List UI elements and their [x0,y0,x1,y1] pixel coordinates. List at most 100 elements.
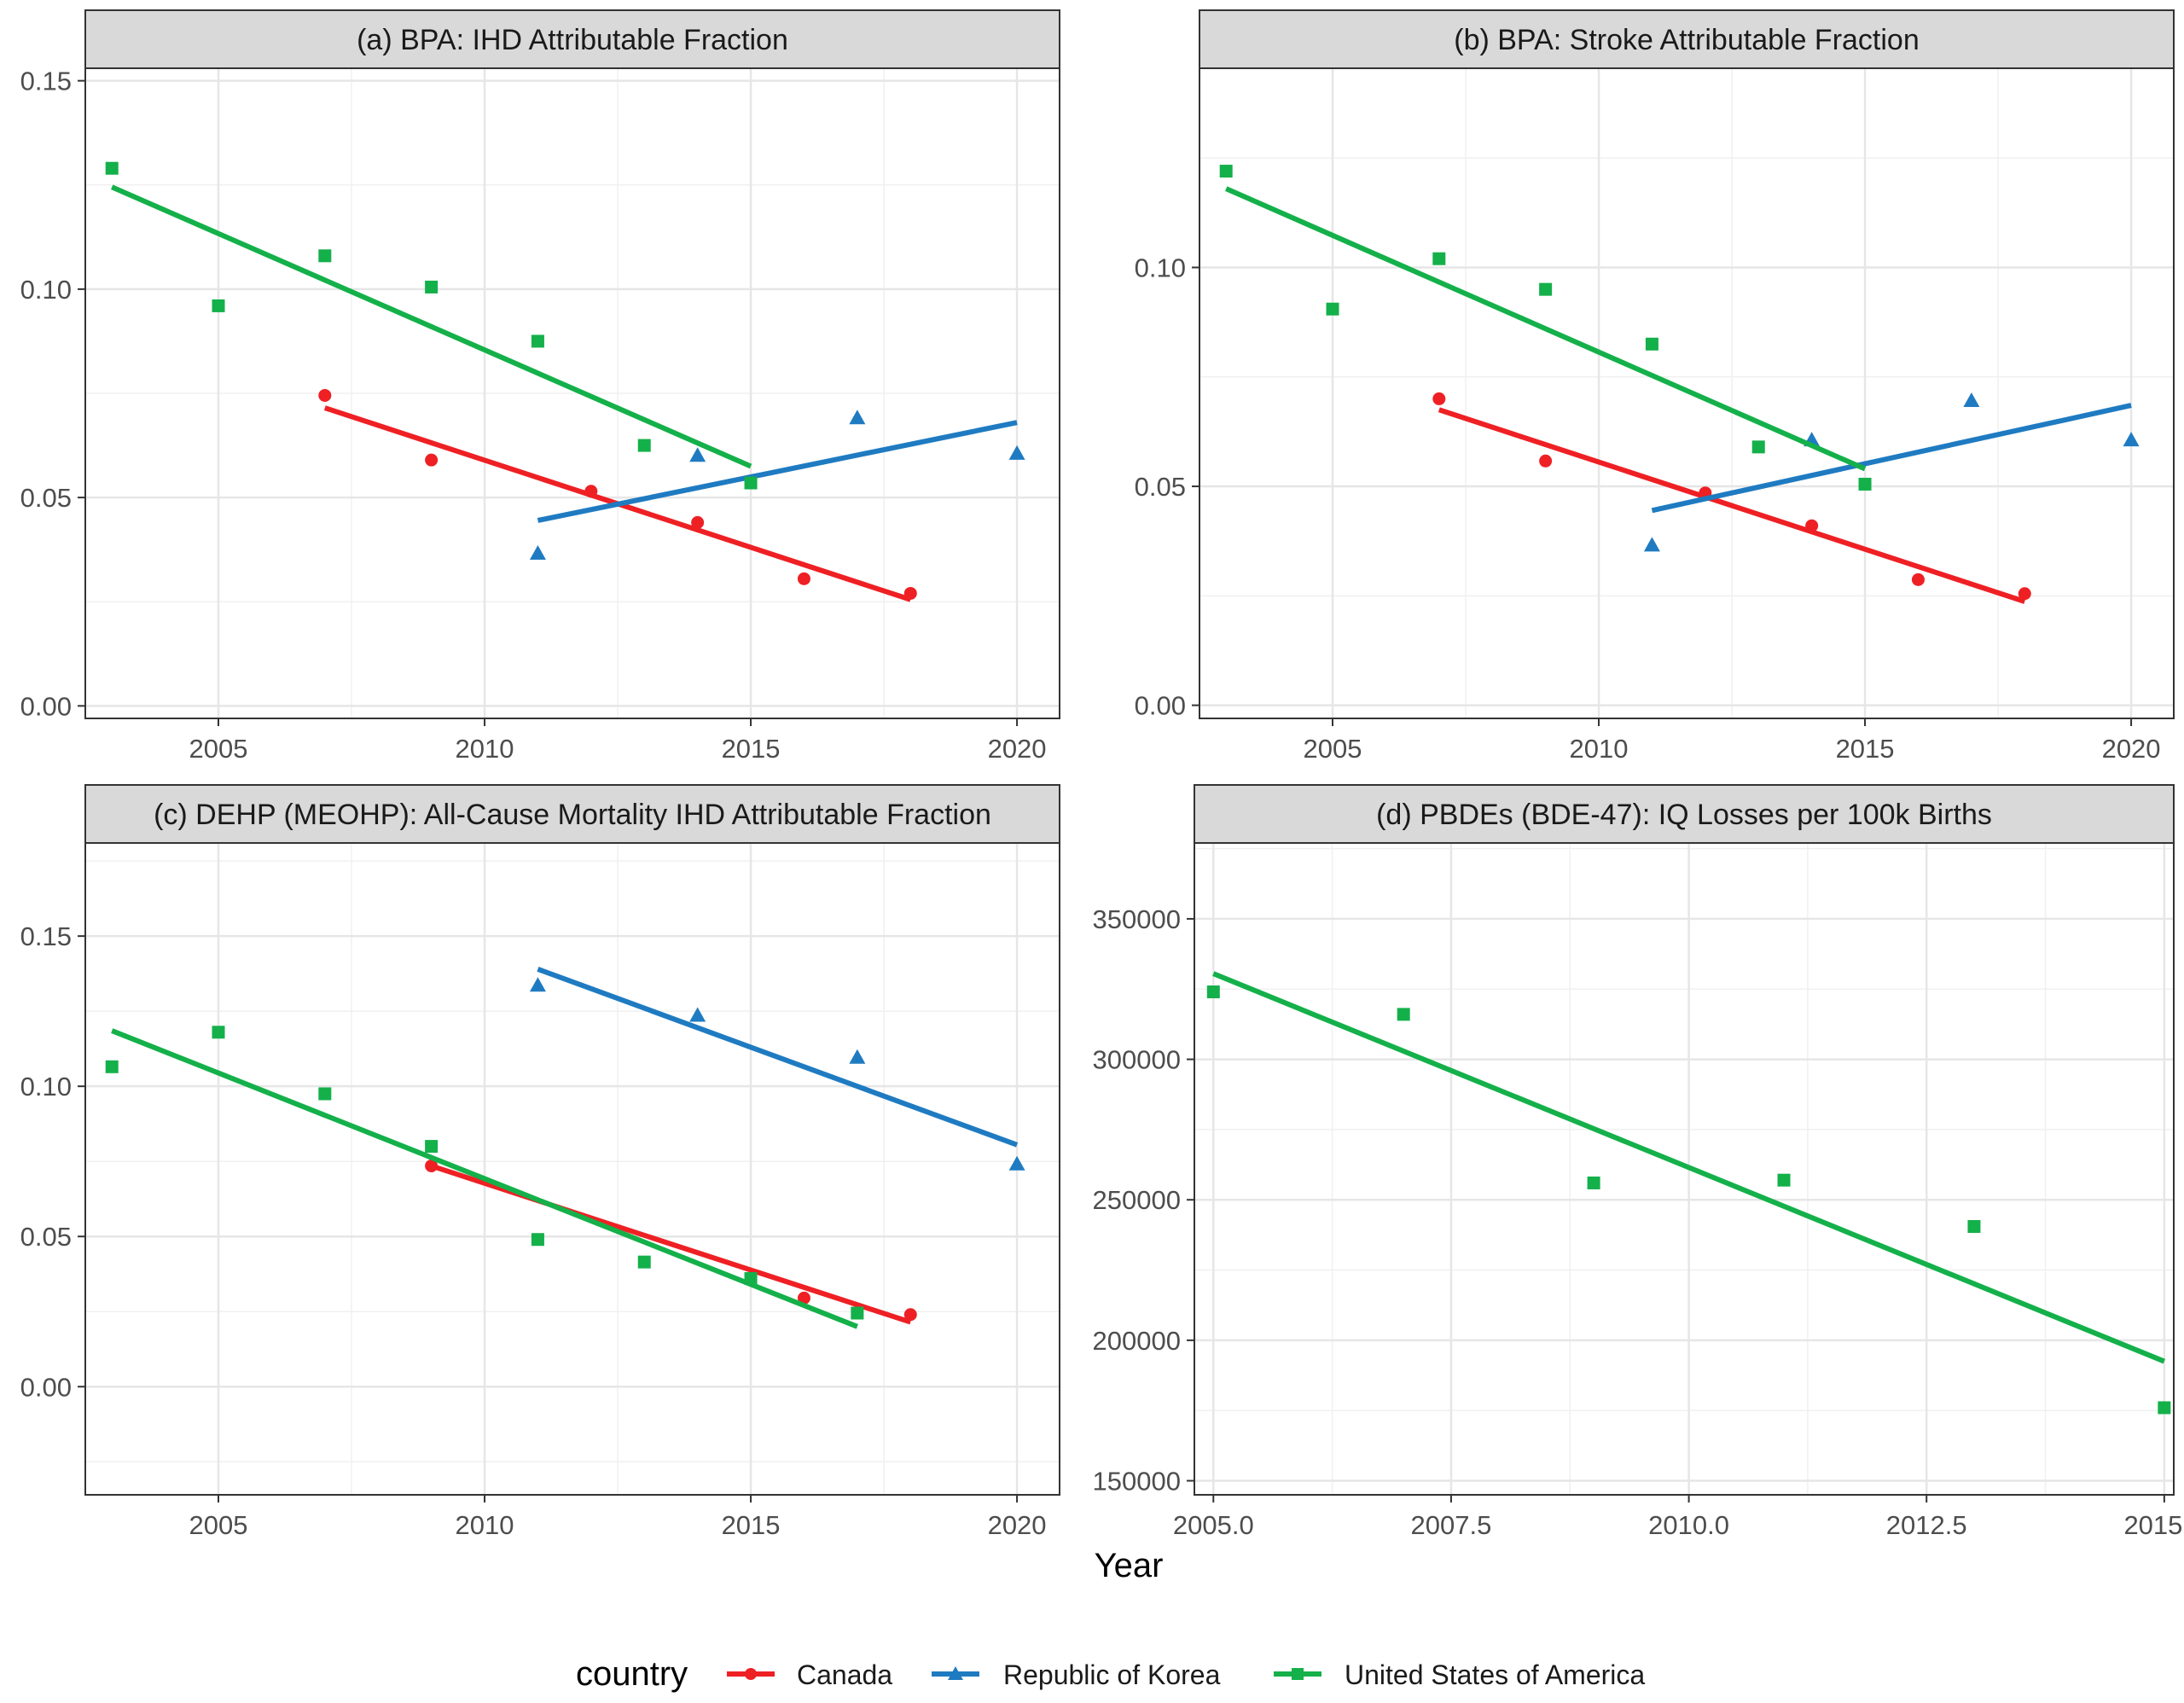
panel-a-x-tick-label: 2010 [456,734,514,764]
panel-d-x-tick-label: 2007.5 [1411,1510,1492,1540]
panel-b-x-tick-label: 2005 [1304,734,1362,764]
panel-c-point-united-states-of-america [105,1060,119,1073]
panel-a-border [84,67,1060,719]
panel-b-point-united-states-of-america [1858,477,1872,491]
panel-b-point-canada [1432,392,1446,405]
panel-c-point-canada [903,1308,917,1322]
panel-d-series-united-states-of-america [1206,971,2171,1415]
panel-a-x-tick-label: 2015 [722,734,781,764]
panel-d-background [1194,843,2174,1495]
panel-c-title: (c) DEHP (MEOHP): All-Cause Mortality IH… [154,799,991,831]
panel-c-point-republic-of-korea [689,1007,706,1022]
panel-a-y-tick-label: 0.05 [20,483,72,513]
legend-key-korea-marker [948,1666,963,1680]
panel-a-point-united-states-of-america [425,280,439,294]
panel-d: (d) PBDEs (BDE-47): IQ Losses per 100k B… [1093,784,2184,1540]
panel-d-fit-line-united-states-of-america [1212,971,2165,1364]
panel-a-point-united-states-of-america [212,299,225,312]
legend-key-usa [1274,1668,1321,1680]
panel-c-point-united-states-of-america [212,1026,225,1039]
panel-d-y-tick-label: 150000 [1093,1467,1181,1497]
panel-d-point-united-states-of-america [1397,1008,1410,1021]
panel-c-y-tick-label: 0.00 [20,1372,72,1402]
panel-d-point-united-states-of-america [1777,1173,1791,1187]
panel-c-point-united-states-of-america [637,1255,651,1269]
panel-b-point-united-states-of-america [1326,302,1339,316]
x-axis-title: Year [1095,1547,1164,1584]
panel-a-y-tick-label: 0.00 [20,691,72,721]
panel-d-title: (d) PBDEs (BDE-47): IQ Losses per 100k B… [1376,799,1992,831]
legend-label-usa: United States of America [1345,1659,1645,1690]
panel-c-point-united-states-of-america [531,1233,544,1247]
panel-b-fit-line-canada [1438,407,2026,604]
panel-b-point-united-states-of-america [1645,337,1658,351]
panel-c-series-republic-of-korea [529,967,1025,1171]
panel-a-point-united-states-of-america [531,334,544,348]
panel-c-point-republic-of-korea [849,1049,866,1064]
panel-c-point-united-states-of-america [318,1087,332,1101]
panel-c-x-tick-label: 2015 [722,1510,781,1540]
panel-d-axes: 2005.0 2007.5 2010.0 2012.5 2015.0 150000 2000… [1093,904,2184,1540]
panel-c-point-canada [425,1159,439,1172]
panel-b-point-united-states-of-america [1751,440,1765,454]
panel-d-x-tick-label: 2015.0 [2123,1510,2184,1540]
panel-c-point-republic-of-korea [529,977,546,992]
panel-a-point-united-states-of-america [105,161,119,175]
legend-key-usa-marker [1292,1668,1304,1680]
panel-b-point-united-states-of-america [1219,165,1233,178]
legend-label-korea: Republic of Korea [1003,1659,1221,1690]
panel-a-axes: 2005 2010 2015 2020 0.00 0.05 0.10 0.15 [20,67,1047,764]
panel-c-series-united-states-of-america [105,1026,864,1329]
panel-a-fit-line-united-states-of-america [111,184,752,469]
panel-d-point-united-states-of-america [1587,1176,1600,1189]
panel-d-border [1194,842,2175,1496]
panel-a-point-canada [425,453,439,467]
panel-a-strip [84,9,1060,69]
panel-d-point-united-states-of-america [2158,1401,2171,1415]
legend-label-canada: Canada [797,1659,892,1690]
panel-b-y-tick-label: 0.00 [1135,691,1186,721]
legend-title: country [576,1655,688,1693]
panel-b-border [1199,67,2175,719]
panel-b-point-canada [2018,587,2031,601]
panel-b-x-tick-label: 2015 [1836,734,1895,764]
panel-b-point-republic-of-korea [2123,432,2140,447]
panel-c-point-united-states-of-america [851,1306,864,1320]
panel-b-x-tick-label: 2010 [1570,734,1629,764]
panel-b-title: (b) BPA: Stroke Attributable Fraction [1454,24,1920,56]
panel-b-point-canada [1805,519,1819,532]
panel-b-fit-line-republic-of-korea [1651,403,2132,514]
legend-key-korea [932,1666,979,1680]
panel-c: (c) DEHP (MEOHP): All-Cause Mortality IH… [20,784,1060,1540]
panel-c-x-tick-label: 2010 [456,1510,514,1540]
panel-a-point-republic-of-korea [689,447,706,462]
panel-a-point-united-states-of-america [744,476,758,490]
panel-a-point-canada [318,388,332,402]
panel-c-x-tick-label: 2005 [189,1510,248,1540]
legend-key-canada [727,1668,775,1680]
panel-a-point-republic-of-korea [529,545,546,561]
panel-c-y-tick-label: 0.15 [20,921,72,951]
panel-b-point-canada [1539,454,1553,468]
panel-c-background [85,843,1060,1495]
panel-a-fit-line-republic-of-korea [537,420,1018,523]
panel-d-y-tick-label: 350000 [1093,904,1181,934]
panel-b-point-united-states-of-america [1432,252,1446,265]
panel-c-point-republic-of-korea [1008,1155,1025,1171]
panel-b-point-canada [1911,573,1925,586]
panel-a-x-tick-label: 2005 [189,734,248,764]
panel-a-point-canada [797,572,810,585]
panel-a-point-canada [691,515,705,529]
panel-b-y-tick-label: 0.05 [1135,472,1186,502]
panel-c-point-united-states-of-america [744,1272,758,1286]
panel-a-x-tick-label: 2020 [988,734,1047,764]
panel-b-point-republic-of-korea [1643,537,1660,552]
panel-c-fit-line-republic-of-korea [537,967,1019,1148]
panel-b-series-united-states-of-america [1219,165,1872,491]
panel-b-point-republic-of-korea [1963,392,1980,407]
panel-c-border [84,842,1060,1496]
panel-a-series-republic-of-korea [529,410,1025,561]
panel-d-y-tick-label: 250000 [1093,1185,1181,1215]
panel-a-point-canada [903,586,917,600]
